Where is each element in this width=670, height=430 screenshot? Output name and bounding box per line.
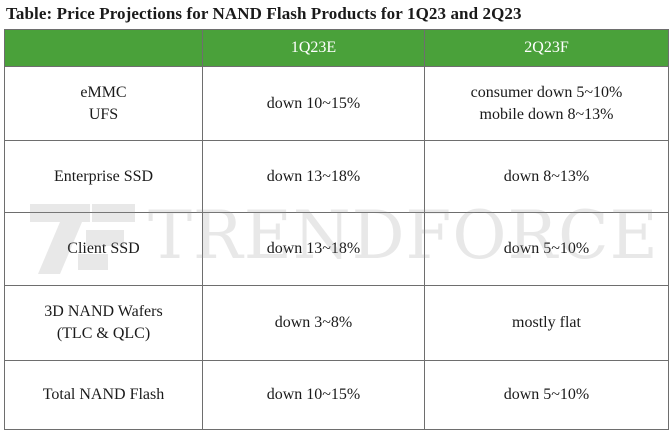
product-line: Enterprise SSD [53, 167, 154, 185]
q2-cell: consumer down 5~10% mobile down 8~13% [424, 66, 669, 141]
q1-value: down 10~15% [266, 386, 361, 403]
table-row: eMMC UFS down 10~15% consumer down 5~10%… [4, 66, 669, 141]
product-line: Total NAND Flash [42, 386, 165, 403]
q1-cell: down 13~18% [202, 140, 425, 213]
product-cell: Total NAND Flash [4, 360, 203, 430]
product-line: Client SSD [67, 240, 140, 257]
table-row: Enterprise SSD down 13~18% down 8~13% [4, 140, 669, 213]
q2-value: down 5~10% [503, 386, 590, 403]
q1-cell: down 13~18% [202, 212, 425, 286]
q1-cell: down 3~8% [202, 285, 425, 361]
q1-value: down 13~18% [266, 167, 361, 185]
q2-value: down 5~10% [503, 240, 590, 257]
table-title: Table: Price Projections for NAND Flash … [6, 4, 522, 23]
product-line: UFS [88, 105, 119, 123]
product-line: (TLC & QLC) [56, 325, 151, 342]
table-row: Total NAND Flash down 10~15% down 5~10% [4, 360, 669, 430]
header-cell-product [4, 29, 203, 67]
q1-cell: down 10~15% [202, 66, 425, 141]
q1-value: down 3~8% [274, 314, 353, 331]
table-header-row: 1Q23E 2Q23F [4, 29, 669, 67]
q2-value: mostly flat [512, 314, 581, 331]
table-row: 3D NAND Wafers (TLC & QLC) down 3~8% mos… [4, 285, 669, 361]
header-cell-1q23e: 1Q23E [202, 29, 425, 67]
q2-cell: mostly flat [424, 285, 669, 361]
price-projection-table: 1Q23E 2Q23F eMMC UFS down 10~15% consume… [4, 29, 669, 430]
table-row: Client SSD down 13~18% down 5~10% [4, 212, 669, 286]
q1-value: down 13~18% [266, 240, 361, 257]
product-line: 3D NAND Wafers [44, 303, 163, 320]
product-cell: eMMC UFS [4, 66, 203, 141]
q2-cell: down 5~10% [424, 212, 669, 286]
product-line: eMMC [80, 83, 127, 101]
q2-cell: down 8~13% [424, 140, 669, 213]
q1-cell: down 10~15% [202, 360, 425, 430]
q2-value: consumer down 5~10% [470, 83, 623, 101]
product-cell: 3D NAND Wafers (TLC & QLC) [4, 285, 203, 361]
product-cell: Enterprise SSD [4, 140, 203, 213]
q2-value: down 8~13% [503, 167, 590, 185]
q1-value: down 10~15% [266, 94, 361, 112]
q2-cell: down 5~10% [424, 360, 669, 430]
header-cell-2q23f: 2Q23F [424, 29, 669, 67]
product-cell: Client SSD [4, 212, 203, 286]
q2-value: mobile down 8~13% [479, 105, 614, 123]
